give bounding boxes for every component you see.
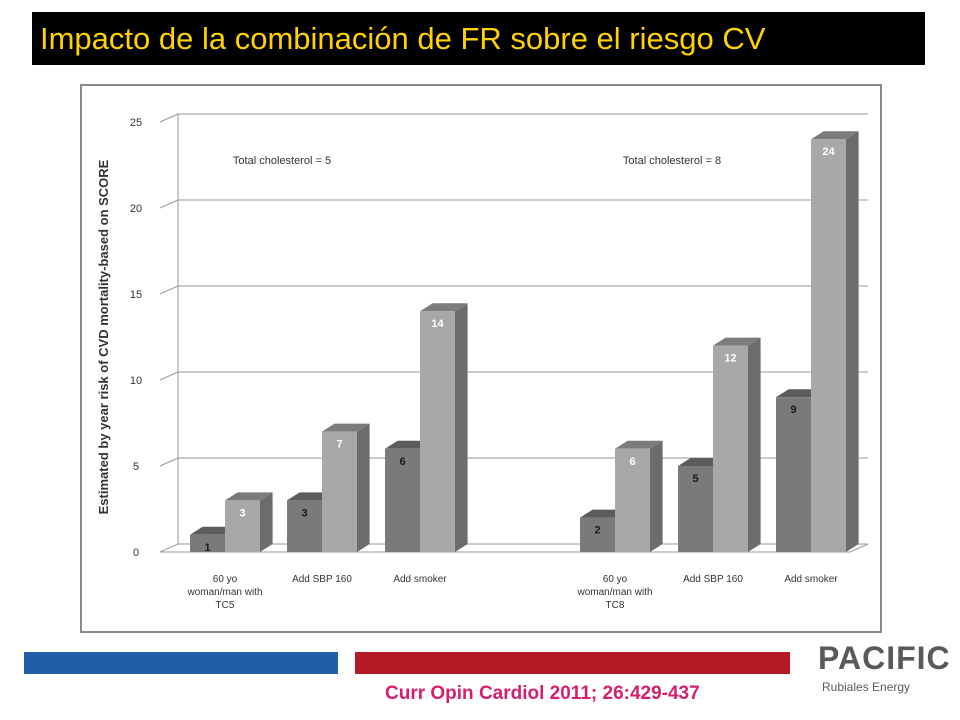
bar-top: [811, 131, 859, 140]
bar-value-label: 1: [204, 542, 210, 554]
y-tick-label: 0: [133, 547, 139, 559]
title-banner: Impacto de la combinación de FR sobre el…: [32, 12, 925, 65]
gridline-diagonal: [159, 199, 179, 209]
citation-text: Curr Opin Cardiol 2011; 26:429-437: [385, 683, 700, 704]
gridline-diagonal: [159, 457, 179, 467]
x-category-label: Add smoker: [784, 574, 838, 585]
bar-value-label: 2: [594, 525, 600, 537]
bar-value-label: 3: [301, 507, 307, 519]
x-category-label: woman/man with: [576, 587, 652, 598]
bar-value-label: 24: [822, 146, 835, 158]
bar: [713, 345, 748, 552]
x-category-label: 60 yo: [213, 574, 238, 585]
bar: [287, 500, 322, 552]
bar: [420, 311, 455, 552]
bar: [385, 448, 420, 552]
bar: [190, 534, 225, 552]
y-tick-label: 15: [130, 289, 142, 301]
bar-value-label: 14: [431, 318, 444, 330]
bar-value-label: 9: [790, 404, 796, 416]
x-category-label: 60 yo: [603, 574, 628, 585]
bar-side: [748, 337, 761, 552]
bar: [811, 139, 846, 552]
bar-top: [225, 492, 273, 501]
bar: [225, 500, 260, 552]
gridline-diagonal: [159, 371, 179, 381]
bar-top: [615, 440, 663, 449]
y-tick-label: 10: [130, 375, 142, 387]
bar-value-label: 5: [692, 473, 698, 485]
bar: [580, 517, 615, 552]
company-logo-subtitle: Rubiales Energy: [822, 680, 911, 694]
footer-blue-band: [24, 652, 338, 674]
bar-top: [713, 337, 761, 346]
x-category-label: TC8: [606, 600, 625, 611]
bar-value-label: 7: [336, 439, 342, 451]
y-tick-label: 20: [130, 203, 142, 215]
bar: [776, 397, 811, 552]
gridline-diagonal: [159, 285, 179, 295]
bar-value-label: 6: [629, 456, 635, 468]
bar-side: [260, 492, 273, 552]
bar-side: [455, 303, 468, 552]
bar: [678, 466, 713, 552]
bar-side: [846, 131, 859, 552]
bar-top: [322, 423, 370, 432]
bar-value-label: 6: [399, 456, 405, 468]
bar-side: [357, 423, 370, 552]
gridline-diagonal: [159, 113, 179, 123]
slide-title: Impacto de la combinación de FR sobre el…: [40, 21, 766, 56]
x-category-label: Add SBP 160: [292, 574, 352, 585]
x-category-label: Add SBP 160: [683, 574, 743, 585]
y-tick-label: 25: [130, 117, 142, 129]
group-annotation: Total cholesterol = 5: [233, 155, 331, 167]
y-tick-label: 5: [133, 461, 139, 473]
x-category-label: TC5: [216, 600, 235, 611]
x-category-label: Add smoker: [393, 574, 447, 585]
group-annotation: Total cholesterol = 8: [623, 155, 721, 167]
footer-red-band: [355, 652, 790, 674]
bar-value-label: 12: [724, 353, 736, 365]
bar: [615, 448, 650, 552]
y-axis-label: Estimated by year risk of CVD mortality-…: [96, 159, 111, 514]
bar: [322, 431, 357, 552]
bar-top: [420, 303, 468, 312]
company-logo-name: PACIFIC: [818, 640, 951, 676]
bar-value-label: 3: [239, 507, 245, 519]
bar-side: [650, 440, 663, 552]
x-category-label: woman/man with: [186, 587, 262, 598]
